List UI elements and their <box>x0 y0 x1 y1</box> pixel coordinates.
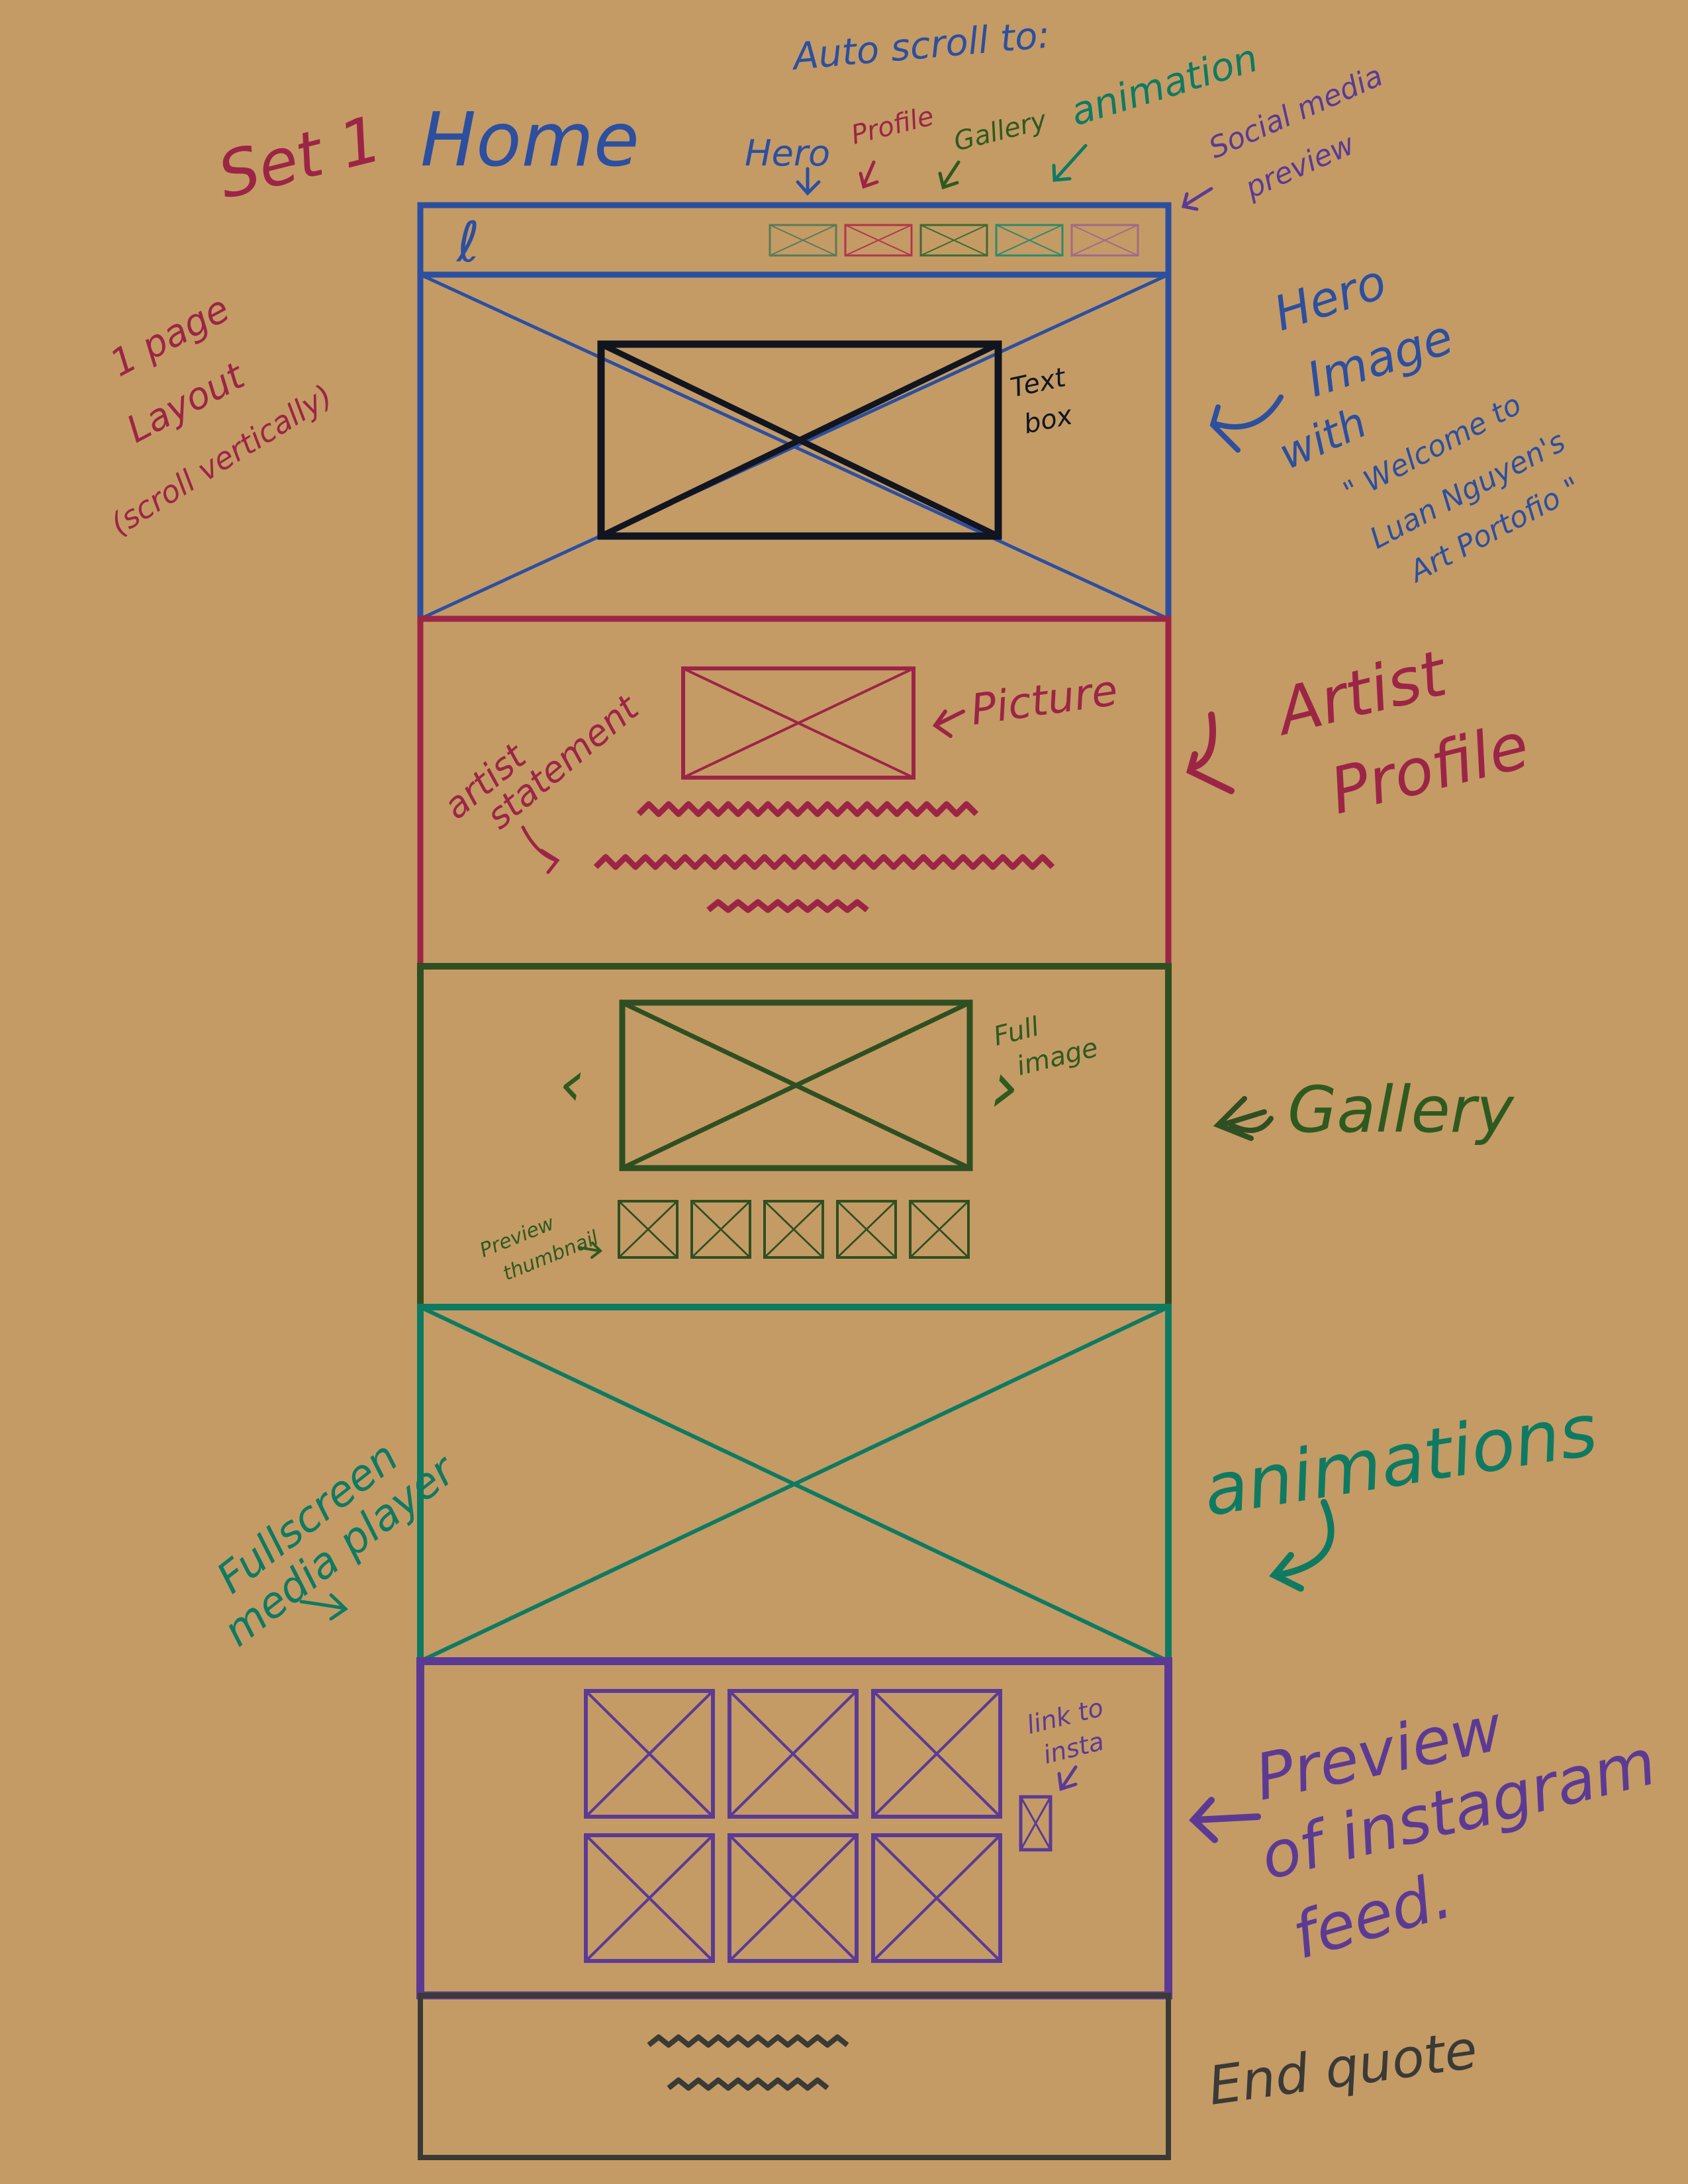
player-arrow <box>299 1593 348 1621</box>
gallery-full-image <box>619 999 973 1171</box>
instagram-post-tile[interactable] <box>584 1833 715 1963</box>
end-quote-line-2 <box>667 2077 829 2091</box>
thumbnail-arrow <box>578 1242 603 1259</box>
page-title: Home <box>420 97 639 183</box>
full-image-note-line1: Full <box>990 1011 1042 1052</box>
hero-image-placeholder <box>419 273 1170 621</box>
instagram-post-tile[interactable] <box>584 1689 715 1819</box>
scroll-target-gallery: Gallery <box>951 105 1051 157</box>
instagram-post-tile[interactable] <box>871 1833 1002 1963</box>
footer-section <box>418 1993 1171 2160</box>
nav-bar: ℓ <box>417 202 1172 278</box>
arrow-profile <box>859 160 879 189</box>
statement-arrow <box>521 825 560 874</box>
statement-line-1 <box>636 801 979 817</box>
nav-bar-frame <box>417 202 1172 278</box>
gallery-thumbnail[interactable] <box>836 1200 897 1259</box>
hero-annotation: Hero Image with " Welcome to Luan Nguyen… <box>1209 253 1587 590</box>
textbox-note-line1: Text <box>1008 362 1069 404</box>
gallery-thumbnails <box>618 1200 970 1259</box>
instagram-tiles <box>584 1689 1002 1963</box>
animation-section <box>417 1304 1172 1664</box>
arrow-gallery <box>938 160 961 190</box>
hero-label-line1: Hero <box>1267 253 1393 341</box>
instagram-post-tile[interactable] <box>727 1833 859 1963</box>
scroll-target-hero: Hero <box>745 132 830 174</box>
gallery-next-button[interactable]: › <box>990 1044 1019 1129</box>
instagram-arrow <box>1189 1797 1261 1843</box>
insta-link-arrow <box>1057 1765 1078 1792</box>
picture-arrow <box>932 709 965 738</box>
gallery-annotation: Gallery <box>1213 1073 1515 1147</box>
arrow-social <box>1181 187 1213 211</box>
hero-arrow <box>1209 394 1284 453</box>
gallery-thumbnail[interactable] <box>909 1200 970 1259</box>
insta-link-icon[interactable] <box>1019 1795 1053 1852</box>
media-player-placeholder[interactable] <box>419 1305 1170 1663</box>
gallery-thumbnail[interactable] <box>690 1200 751 1259</box>
animation-annotation: animations <box>1198 1388 1603 1592</box>
instagram-post-tile[interactable] <box>727 1689 859 1819</box>
gallery-prev-button[interactable]: ‹ <box>559 1046 585 1120</box>
scroll-target-profile: Profile <box>848 101 937 150</box>
end-quote-label: End quote <box>1205 2019 1481 2117</box>
layout-note: 1 page Layout (scroll vertically) <box>103 287 338 542</box>
gallery-label: Gallery <box>1288 1073 1515 1147</box>
scroll-target-animation: animation <box>1065 35 1263 134</box>
animation-label: animations <box>1198 1388 1603 1532</box>
hero-section <box>417 271 1172 622</box>
profile-arrow <box>1186 711 1235 794</box>
arrow-hero <box>796 167 821 196</box>
instagram-post-tile[interactable] <box>871 1689 1002 1819</box>
nav-button-hero[interactable] <box>769 224 837 257</box>
statement-line-2 <box>593 854 1055 870</box>
nav-button-social[interactable] <box>1070 224 1139 257</box>
statement-line-3 <box>706 899 869 913</box>
footer-frame <box>418 1993 1171 2160</box>
profile-picture-placeholder <box>681 666 915 780</box>
picture-note: Picture <box>968 666 1121 735</box>
auto-scroll-label: Auto scroll to: <box>790 13 1052 79</box>
nav-target-arrows <box>796 144 1213 211</box>
hero-label-line3: with <box>1272 398 1374 480</box>
textbox-note-line2: box <box>1021 400 1076 439</box>
arrow-animation <box>1052 144 1088 182</box>
profile-annotation: Artist Profile <box>1186 636 1536 829</box>
gallery-thumbnail[interactable] <box>763 1200 824 1259</box>
logo[interactable]: ℓ <box>455 210 480 275</box>
instagram-annotation: Preview of instagram feed. <box>1189 1690 1663 1974</box>
hero-textbox-cross <box>600 341 1000 539</box>
gallery-arrow <box>1213 1096 1274 1141</box>
nav-button-profile[interactable] <box>844 224 913 257</box>
hero-textbox <box>597 340 1002 540</box>
nav-button-gallery[interactable] <box>919 224 988 257</box>
end-quote-line-1 <box>647 2034 849 2048</box>
gallery-thumbnail[interactable] <box>618 1200 679 1259</box>
nav-button-animation[interactable] <box>995 224 1064 257</box>
animation-arrow <box>1269 1499 1335 1592</box>
set-label: Set 1 <box>211 101 389 213</box>
